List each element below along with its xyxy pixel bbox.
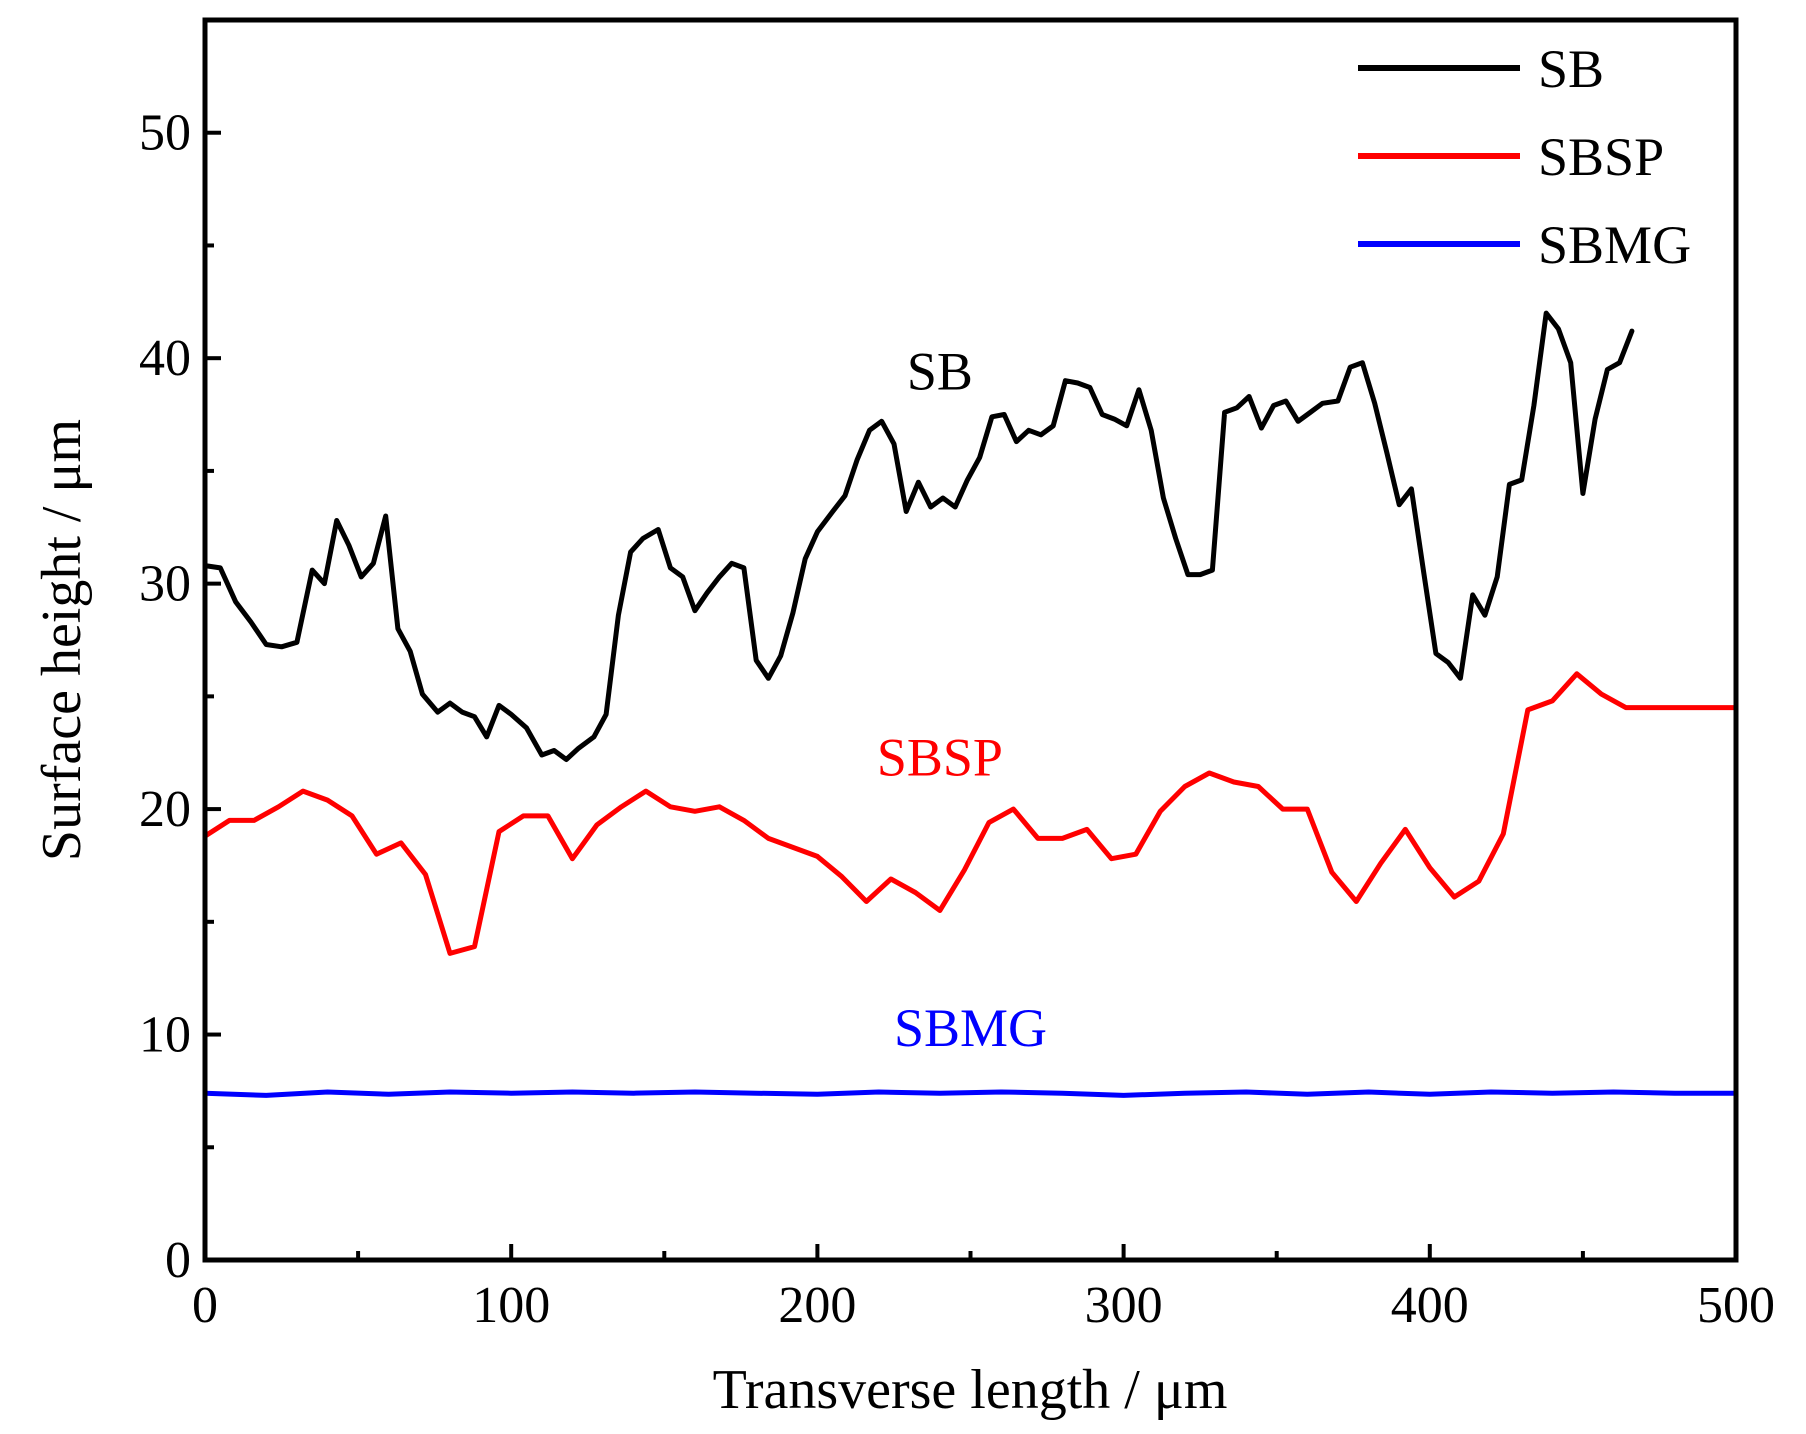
series-annotation-sb: SB [907,342,973,402]
plot-frame [202,17,1739,1263]
series-layer [202,310,1739,1098]
y-axis-title: Surface height / μm [31,419,93,861]
x-tick-label: 200 [778,1277,856,1334]
x-tick-label: 400 [1391,1277,1469,1334]
x-tick-label: 300 [1085,1277,1163,1334]
series-line-sbsp [202,671,1739,956]
tick-label-layer: 0 100 200 300 400 500 0 10 20 30 40 50 [139,105,1775,1334]
y-tick-label: 10 [139,1007,191,1064]
y-tick-label: 50 [139,105,191,162]
legend: SB SBSP SBMG [1358,39,1691,275]
x-axis-title: Transverse length / μm [713,1359,1228,1421]
x-tick-label: 100 [472,1277,550,1334]
y-tick-label: 0 [165,1232,191,1289]
legend-label-sbsp: SBSP [1538,127,1664,187]
x-tick-label: 500 [1697,1277,1775,1334]
series-annotation-layer: SB SBSP SBMG [877,342,1047,1058]
series-line-sbmg [202,1089,1739,1098]
legend-label-sbmg: SBMG [1538,215,1691,275]
y-tick-label: 30 [139,556,191,613]
series-annotation-sbmg: SBMG [894,998,1047,1058]
y-tick-label: 40 [139,330,191,387]
series-annotation-sbsp: SBSP [877,727,1003,787]
tick-layer [203,130,1738,1262]
legend-label-sb: SB [1538,39,1604,99]
x-tick-label: 0 [192,1277,218,1334]
y-tick-label: 20 [139,781,191,838]
series-line-sb [202,310,1635,762]
